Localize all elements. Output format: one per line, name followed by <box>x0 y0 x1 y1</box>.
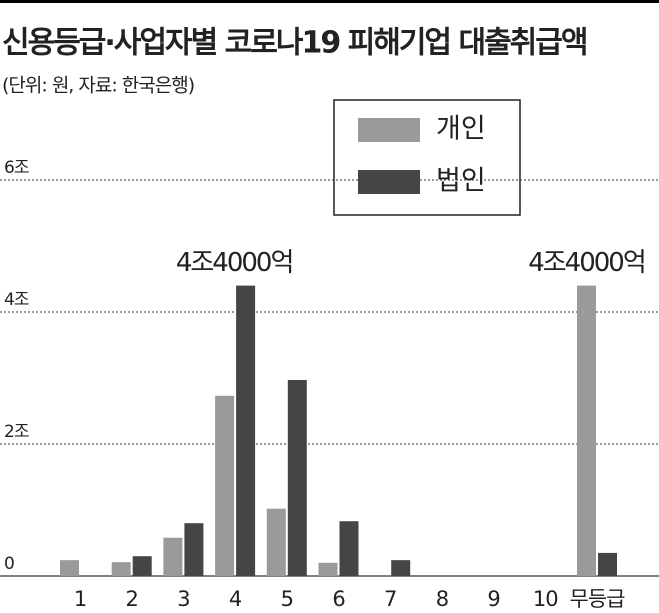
bar <box>236 285 256 576</box>
bar <box>184 523 204 576</box>
x-tick-label: 7 <box>384 587 396 611</box>
bar <box>318 562 338 576</box>
x-tick-label: 10 <box>533 587 558 611</box>
bar <box>111 562 131 576</box>
bar <box>577 285 596 576</box>
x-tick-label: 4 <box>229 587 242 611</box>
bar <box>60 560 79 576</box>
bar <box>598 552 617 576</box>
bar <box>391 560 411 576</box>
chart-title: 신용등급·사업자별 코로나19 피해기업 대출취급액 <box>2 26 586 61</box>
legend-label: 법인 <box>436 166 486 197</box>
x-tick-label: 2 <box>126 587 138 611</box>
chart-subtitle: (단위: 원, 자료: 한국은행) <box>2 75 194 97</box>
x-tick-label: 8 <box>436 587 448 611</box>
bar <box>266 508 286 576</box>
x-tick-label: 9 <box>487 587 499 611</box>
bar <box>339 521 359 576</box>
x-tick-label: 1 <box>74 587 86 611</box>
x-tick-label: 6 <box>332 587 345 611</box>
y-tick-label: 0 <box>4 554 14 574</box>
y-tick-label: 6조 <box>4 158 29 178</box>
x-tick-label: 무등급 <box>570 587 626 611</box>
bar <box>163 537 183 576</box>
bar <box>132 556 152 576</box>
x-tick-label: 3 <box>177 587 189 611</box>
legend-label: 개인 <box>436 114 486 145</box>
bar <box>215 395 235 576</box>
y-tick-label: 2조 <box>4 422 29 442</box>
value-label: 4조4000억 <box>176 248 293 278</box>
x-tick-label: 5 <box>281 587 293 611</box>
y-tick-label: 4조 <box>4 290 29 310</box>
value-label: 4조4000억 <box>528 248 645 278</box>
legend-swatch <box>358 170 420 194</box>
legend-swatch <box>358 118 420 142</box>
bar <box>287 379 307 576</box>
legend-box <box>333 99 521 216</box>
